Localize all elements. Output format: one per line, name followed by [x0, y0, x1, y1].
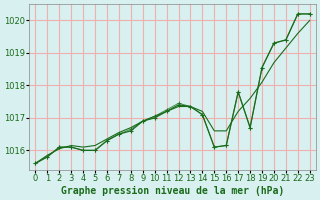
X-axis label: Graphe pression niveau de la mer (hPa): Graphe pression niveau de la mer (hPa): [61, 186, 284, 196]
